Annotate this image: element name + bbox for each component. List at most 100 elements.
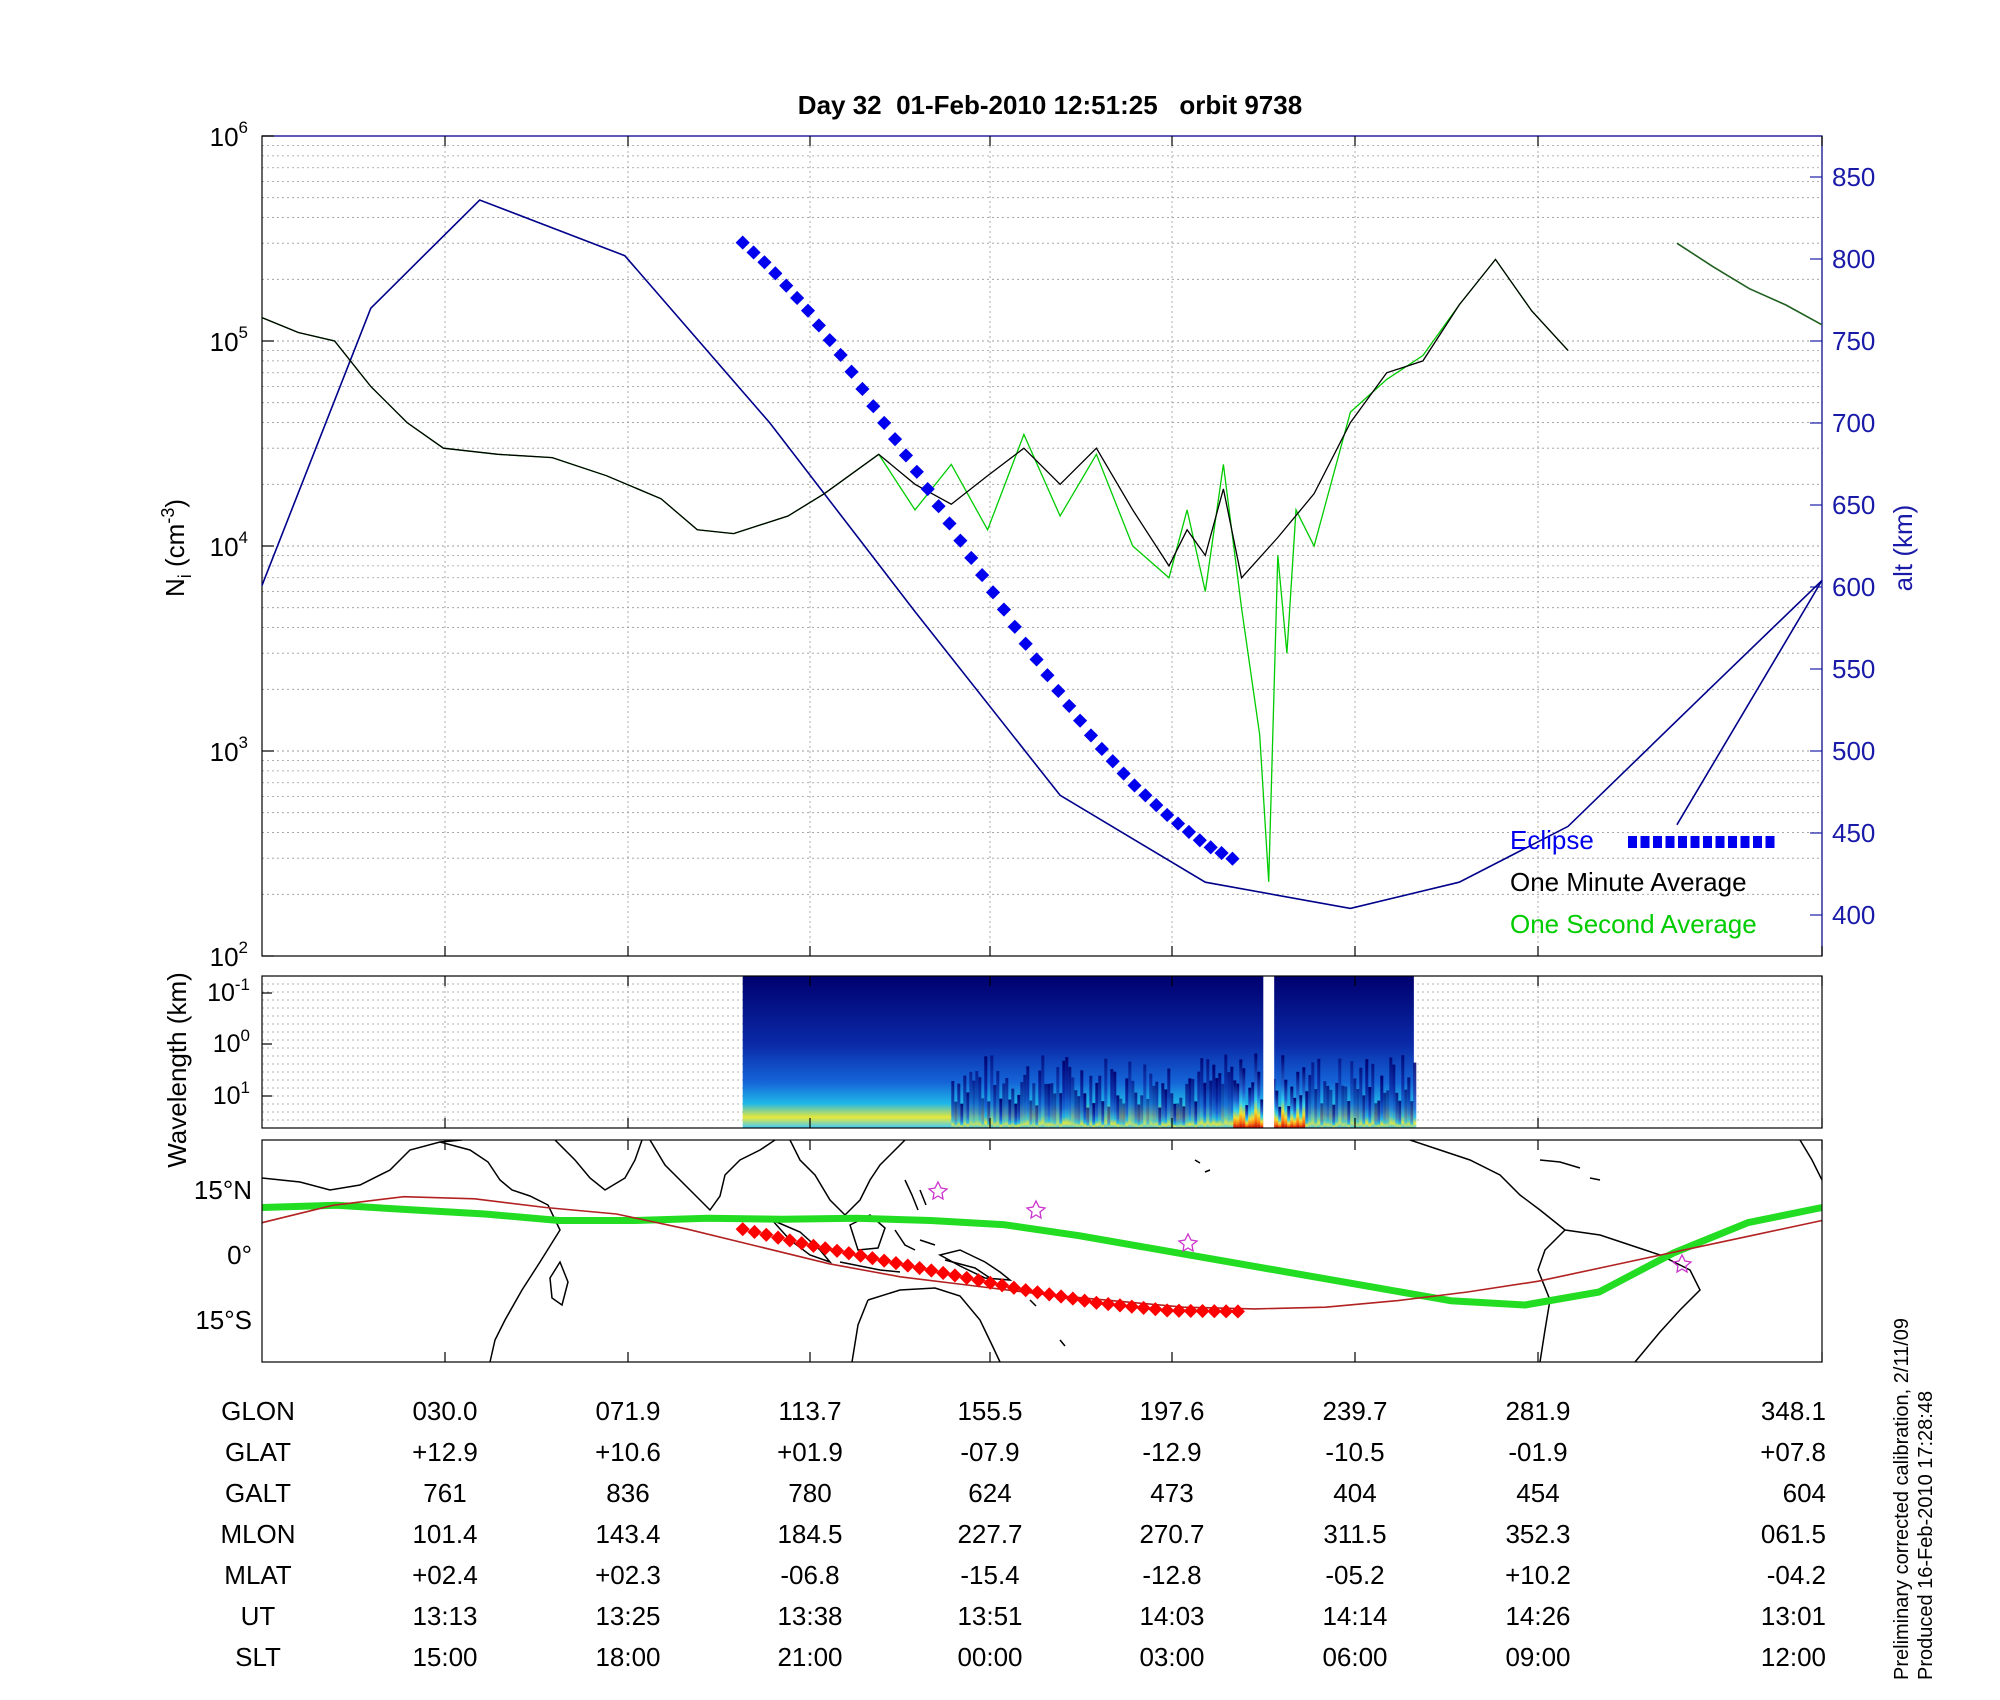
eclipse-track-marker — [1112, 1298, 1128, 1313]
density-legend: Eclipse One Minute Average One Second Av… — [1510, 825, 1775, 939]
legend-eclipse-swatch — [1753, 836, 1762, 848]
altitude-tick-label: 500 — [1832, 736, 1875, 766]
calibration-note: Preliminary corrected calibration, 2/11/… — [1890, 1318, 1938, 1680]
eclipse-track-marker — [947, 1268, 963, 1283]
eclipse-track-marker — [1171, 1303, 1187, 1318]
eclipse-marker — [811, 318, 826, 333]
table-cell: 09:00 — [1505, 1642, 1570, 1672]
spectrogram-column — [1281, 1055, 1285, 1128]
spectrogram-column — [1029, 1100, 1033, 1128]
altitude-tick-label: 450 — [1832, 818, 1875, 848]
altitude-tick-label: 400 — [1832, 900, 1875, 930]
altitude-ticks: 400 450 500 550 600 650 700 750 800 850 — [1810, 162, 1875, 930]
eclipse-track-marker — [912, 1260, 927, 1276]
spectrogram-column — [1380, 1075, 1384, 1128]
spectrogram-column — [1230, 1066, 1234, 1128]
spectrogram-column — [960, 1103, 964, 1128]
spectrogram-column — [1353, 1078, 1357, 1128]
table-cell: -12.9 — [1142, 1437, 1201, 1467]
spectrogram-column — [1089, 1075, 1093, 1128]
legend-eclipse-swatch — [1665, 836, 1675, 848]
spectrogram-column — [1176, 1103, 1180, 1128]
spectrogram-column — [1392, 1064, 1396, 1128]
spectrogram-y-tick-label: 10-1 — [207, 975, 250, 1007]
table-cell: -06.8 — [780, 1560, 839, 1590]
spectrogram-image — [742, 976, 1417, 1128]
spectrogram-column — [1167, 1068, 1171, 1128]
density-panel: 102 103 104 105 106 400 450 500 550 600 650 700 750… — [158, 118, 1918, 972]
table-cell: 227.7 — [957, 1519, 1022, 1549]
eclipse-marker — [953, 533, 968, 548]
spectrogram-column — [981, 1098, 985, 1128]
eclipse-track-marker — [1101, 1297, 1116, 1312]
table-cell: 15:00 — [412, 1642, 477, 1672]
lat-tick-15n: 15°N — [194, 1175, 252, 1205]
spectrogram-column — [1098, 1075, 1102, 1128]
eclipse-track-marker — [1136, 1300, 1151, 1315]
spectrogram-column — [1326, 1085, 1330, 1128]
table-cell: 780 — [788, 1478, 831, 1508]
spectrogram-column — [1329, 1089, 1333, 1128]
spectrogram-column — [1161, 1083, 1165, 1128]
one-second-average-line — [261, 258, 1569, 882]
altitude-tick-label: 800 — [1832, 244, 1875, 274]
table-cell: 454 — [1516, 1478, 1559, 1508]
spectrogram-column — [975, 1071, 979, 1128]
table-cell: 352.3 — [1505, 1519, 1570, 1549]
spectrogram-column — [1185, 1083, 1189, 1128]
spectrogram-y-tick-label: 100 — [213, 1026, 250, 1058]
spectrogram-column — [1071, 1077, 1075, 1128]
eclipse-marker — [1225, 851, 1240, 866]
spectrogram-column — [1200, 1058, 1204, 1128]
spectrogram-column — [966, 1092, 970, 1128]
spectrogram-column — [1341, 1085, 1345, 1128]
table-cell: +12.9 — [412, 1437, 478, 1467]
coast-philippines — [904, 1179, 927, 1211]
legend-eclipse-swatch — [1678, 836, 1687, 848]
eclipse-marker — [1116, 766, 1131, 781]
table-cell: 071.9 — [595, 1396, 660, 1426]
altitude-tick-label: 550 — [1832, 654, 1875, 684]
spectrogram-column — [1062, 1060, 1066, 1128]
spectrogram-column — [993, 1084, 997, 1128]
table-cell: 061.5 — [1761, 1519, 1826, 1549]
spectrogram-column — [957, 1083, 961, 1128]
spectrogram-column — [1383, 1092, 1387, 1128]
table-cell: -12.8 — [1142, 1560, 1201, 1590]
table-cell: -04.2 — [1767, 1560, 1826, 1590]
spectrogram-column — [969, 1071, 973, 1128]
table-cell: 113.7 — [778, 1396, 841, 1426]
eclipse-marker — [1203, 840, 1218, 855]
y-tick-label: 104 — [210, 528, 248, 562]
table-cell: 143.4 — [595, 1519, 660, 1549]
spectrogram-column — [1083, 1093, 1087, 1128]
spectrogram-column — [1347, 1101, 1351, 1128]
spectrogram-column — [1212, 1064, 1216, 1128]
table-cell: 101.4 — [412, 1519, 477, 1549]
eclipse-marker — [887, 432, 903, 447]
coast-arabia — [554, 1140, 643, 1191]
map-plot-area — [261, 1139, 1823, 1363]
legend-one-second-label: One Second Average — [1510, 909, 1757, 939]
eclipse-track-marker — [900, 1258, 915, 1273]
spectrogram-column — [1026, 1066, 1030, 1128]
eclipse-marker — [931, 499, 946, 514]
density-y-ticks: 102 103 104 105 106 — [210, 118, 274, 972]
table-cell: 270.7 — [1139, 1519, 1204, 1549]
eclipse-track-marker — [829, 1243, 845, 1258]
spectrogram-column — [1152, 1085, 1156, 1128]
spectrogram-column — [1239, 1059, 1243, 1128]
spectrogram-column — [1317, 1058, 1321, 1128]
spectrogram-column — [1143, 1064, 1147, 1128]
eclipse-marker — [985, 585, 1001, 600]
spectrogram-column — [1311, 1062, 1315, 1128]
legend-eclipse-swatch — [1628, 836, 1637, 848]
table-cell: 311.5 — [1323, 1519, 1386, 1549]
table-row-label: MLON — [220, 1519, 295, 1549]
legend-eclipse-swatch — [1715, 836, 1725, 848]
eclipse-track-marker — [1160, 1303, 1175, 1318]
legend-eclipse-label: Eclipse — [1510, 825, 1594, 855]
eclipse-track-marker — [1077, 1293, 1092, 1308]
eclipse-marker — [844, 364, 859, 379]
